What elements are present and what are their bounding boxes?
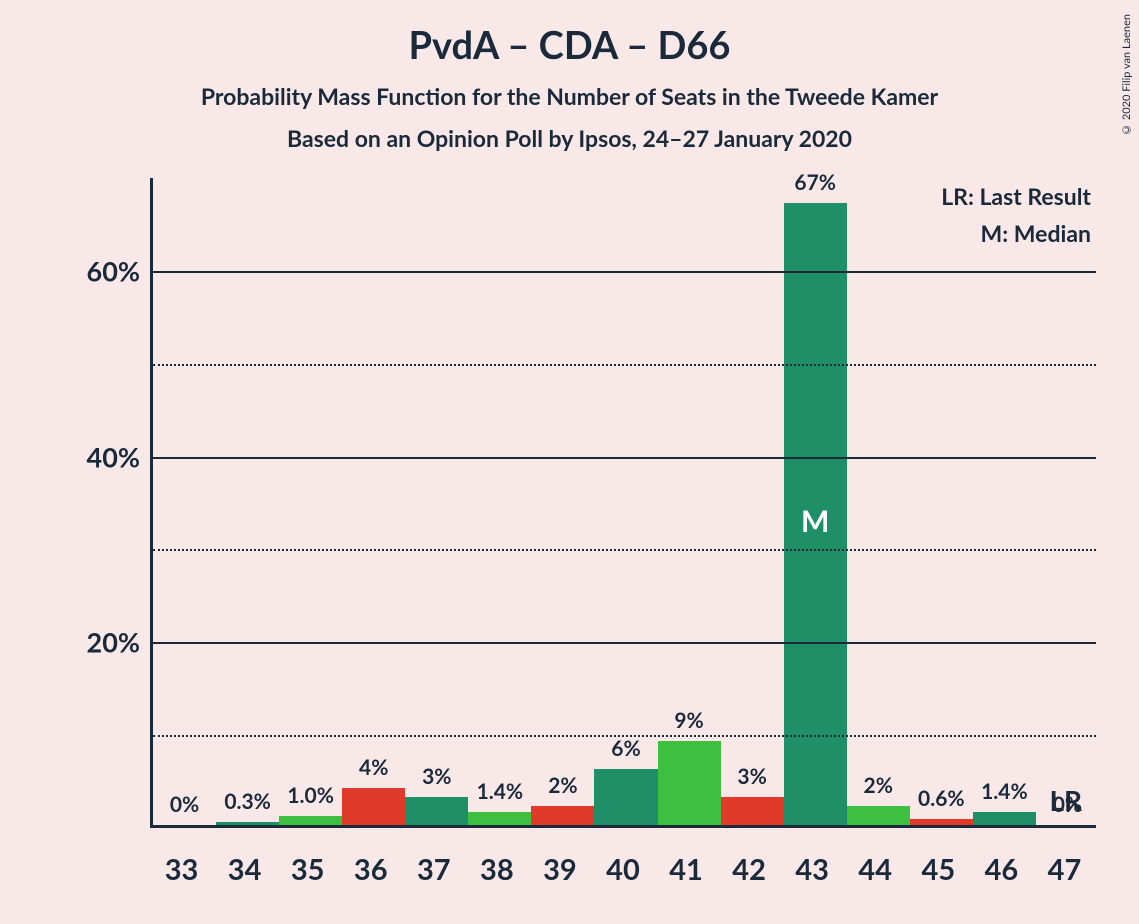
bar-value-label: 1.4% (973, 779, 1036, 810)
copyright: © 2020 Filip van Laenen (1120, 14, 1133, 136)
plot-area: 0%0.3%1.0%4%3%1.4%2%6%9%3%67%M2%0.6%1.4%… (150, 178, 1096, 828)
bar-value-label: 3% (721, 764, 784, 795)
bar (847, 806, 910, 825)
x-tick-label: 46 (970, 852, 1033, 887)
x-tick-label: 37 (402, 852, 465, 887)
bar-value-label: 2% (847, 773, 910, 804)
bar-value-label: 1.0% (279, 783, 342, 814)
chart: 20%40%60% 0%0.3%1.0%4%3%1.4%2%6%9%3%67%M… (72, 178, 1096, 828)
x-tick-label: 43 (781, 852, 844, 887)
gridline-minor (153, 549, 1096, 551)
x-tick-label: 39 (528, 852, 591, 887)
bar (216, 822, 279, 825)
gridline-major (153, 457, 1096, 459)
y-tick-label: 20% (87, 626, 140, 659)
x-tick-label: 36 (339, 852, 402, 887)
x-tick-label: 41 (655, 852, 718, 887)
bar (342, 788, 405, 825)
x-tick-label: 34 (213, 852, 276, 887)
median-marker: M (784, 503, 847, 539)
gridline-minor (153, 364, 1096, 366)
x-tick-label: 47 (1033, 852, 1096, 887)
y-tick-label: 60% (87, 254, 140, 287)
bar (910, 819, 973, 825)
x-tick-label: 33 (150, 852, 213, 887)
bar-value-label: 0% (153, 792, 216, 823)
y-tick-label: 40% (87, 440, 140, 473)
bar-value-label: 4% (342, 755, 405, 786)
bar (468, 812, 531, 825)
bar-value-label: 2% (531, 773, 594, 804)
x-tick-label: 35 (276, 852, 339, 887)
x-tick-label: 45 (907, 852, 970, 887)
bar-value-label: 6% (594, 736, 657, 767)
x-tick-label: 40 (591, 852, 654, 887)
bar-value-label: 1.4% (468, 779, 531, 810)
x-tick-label: 44 (844, 852, 907, 887)
bar (405, 797, 468, 825)
bar (531, 806, 594, 825)
bar-value-label: 0.6% (910, 786, 973, 817)
bar (658, 741, 721, 825)
x-tick-label: 38 (465, 852, 528, 887)
gridline-major (153, 642, 1096, 644)
x-axis: 333435363738394041424344454647 (150, 834, 1096, 894)
bar-value-label: 67% (784, 170, 847, 201)
last-result-marker: LR (1049, 783, 1082, 817)
chart-title: PvdA – CDA – D66 (0, 0, 1139, 68)
x-tick-label: 42 (718, 852, 781, 887)
bar (721, 797, 784, 825)
chart-subtitle-2: Based on an Opinion Poll by Ipsos, 24–27… (0, 124, 1139, 152)
bar-value-label: 0.3% (216, 789, 279, 820)
bar (279, 816, 342, 825)
gridline-major (153, 271, 1096, 273)
bars-container: 0%0.3%1.0%4%3%1.4%2%6%9%3%67%M2%0.6%1.4%… (153, 178, 1096, 825)
gridline-minor (153, 735, 1096, 737)
bar (594, 769, 657, 825)
chart-subtitle-1: Probability Mass Function for the Number… (0, 82, 1139, 110)
bar (973, 812, 1036, 825)
bar-value-label: 3% (405, 764, 468, 795)
y-axis: 20% 40% 60% (72, 178, 150, 828)
